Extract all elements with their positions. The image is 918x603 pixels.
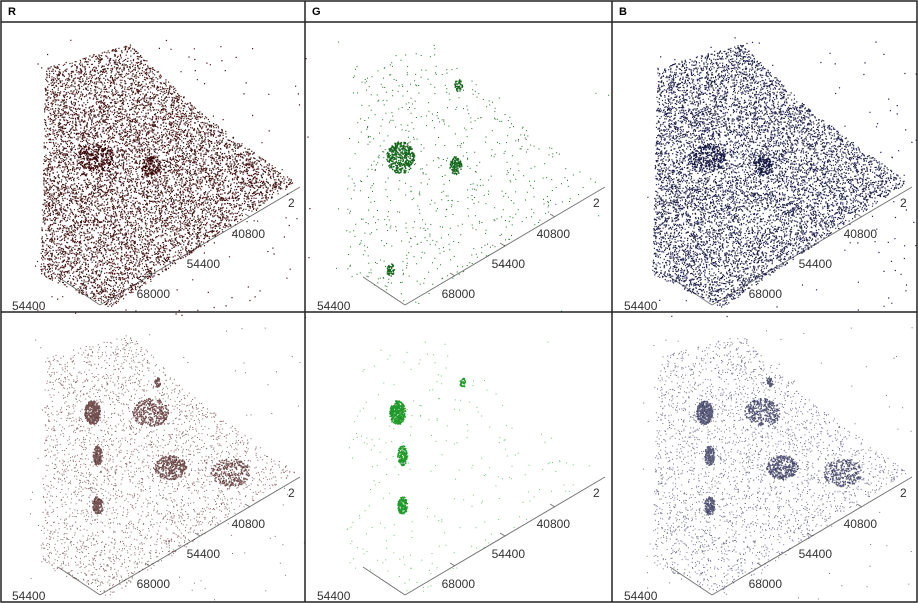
axis-tick-label: 40800 — [232, 517, 266, 531]
axis-tick-label: 54400 — [187, 257, 221, 271]
axis-tick-label: 54400 — [492, 257, 526, 271]
figure: 2 40800 54400 68000 54400 2 40800 54400 68000 544… — [0, 0, 918, 603]
axis-tick-label: 54400 — [799, 547, 833, 561]
axis-tick-label: 54400 — [624, 299, 658, 313]
axis-tick-label: 40800 — [537, 227, 571, 241]
axis-tick-label: 68000 — [137, 287, 171, 301]
axis-tick-label: 68000 — [749, 287, 783, 301]
column-header: R — [8, 6, 16, 18]
column-header: G — [312, 6, 321, 18]
axis-tick-label: 68000 — [442, 287, 476, 301]
axis-tick-label: 54400 — [12, 299, 46, 313]
axis-tick-label: 54400 — [799, 257, 833, 271]
axis-tick-label: 54400 — [624, 589, 658, 603]
axis-tick-label: 40800 — [844, 517, 878, 531]
axis-tick-label: 68000 — [442, 577, 476, 591]
axis-tick-label: 68000 — [749, 577, 783, 591]
axis-tick-label: 2 — [593, 196, 600, 210]
axis-tick-label: 40800 — [844, 227, 878, 241]
axis-tick-label: 2 — [593, 486, 600, 500]
axis-tick-label: 2 — [900, 486, 907, 500]
axis-tick-label: 54400 — [12, 589, 46, 603]
axis-tick-label: 2 — [288, 196, 295, 210]
axis-tick-label: 54400 — [187, 547, 221, 561]
axis-tick-label: 68000 — [137, 577, 171, 591]
axis-tick-label: 2 — [288, 486, 295, 500]
column-header: B — [619, 6, 627, 18]
axis-tick-label: 2 — [900, 196, 907, 210]
axis-tick-label: 40800 — [232, 227, 266, 241]
axis-tick-label: 40800 — [537, 517, 571, 531]
axis-tick-label: 54400 — [492, 547, 526, 561]
axis-tick-label: 54400 — [317, 299, 351, 313]
axis-tick-label: 54400 — [317, 589, 351, 603]
